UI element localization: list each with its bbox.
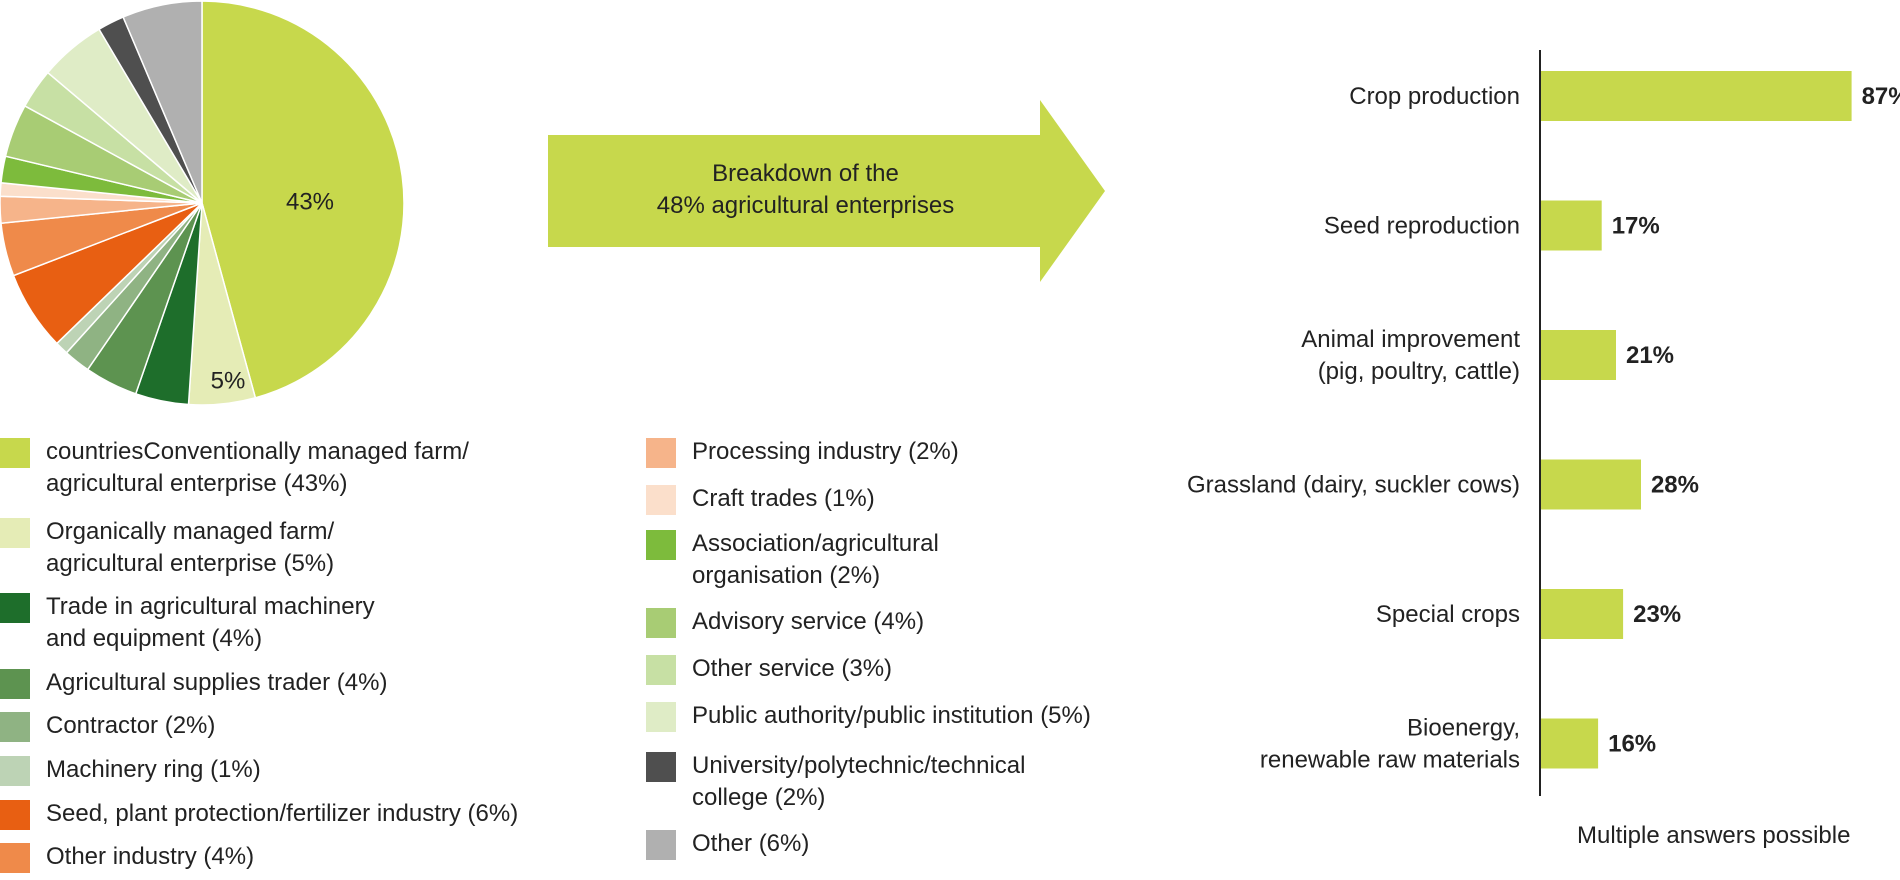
legend-label: Machinery ring (1%) <box>46 756 261 783</box>
bar-category-label: Seed reproduction <box>1324 213 1520 240</box>
bar-category-label: Special crops <box>1376 601 1520 628</box>
bar-data-label: 23% <box>1633 601 1681 628</box>
legend-label: countriesConventionally managed farm/ ag… <box>46 438 469 497</box>
legend-swatch <box>646 752 676 782</box>
legend-item: Trade in agricultural machinery and equi… <box>0 591 375 655</box>
legend-swatch <box>0 800 30 830</box>
pie-data-label: 43% <box>286 188 334 215</box>
legend-label: Seed, plant protection/fertilizer indust… <box>46 800 519 827</box>
bar <box>1541 718 1599 769</box>
legend-label: Advisory service (4%) <box>692 608 925 635</box>
arrow-shape <box>548 100 1105 282</box>
legend-swatch <box>646 485 676 515</box>
legend-label: Public authority/public institution (5%) <box>692 702 1091 729</box>
multiple-answers-note: Multiple answers possible <box>1577 822 1851 849</box>
bar-data-label: 16% <box>1608 731 1656 758</box>
bar <box>1541 330 1616 380</box>
legend-swatch <box>646 438 676 468</box>
legend-swatch <box>0 669 30 699</box>
legend-item: University/polytechnic/technical college… <box>646 750 1025 814</box>
bar-data-label: 17% <box>1612 213 1660 240</box>
legend-item: Craft trades (1%) <box>646 483 875 515</box>
bar-data-label: 28% <box>1651 472 1699 499</box>
legend-label: Processing industry (2%) <box>692 438 959 465</box>
legend-item: Other service (3%) <box>646 653 892 685</box>
bar <box>1541 459 1641 510</box>
legend-label: Other (6%) <box>692 830 810 857</box>
bar-data-label: 87% <box>1862 83 1900 110</box>
legend-label: University/polytechnic/technical college… <box>692 752 1026 811</box>
legend-item: Association/agricultural organisation (2… <box>646 528 939 592</box>
bar-category-label: Bioenergy, renewable raw materials <box>1260 715 1520 774</box>
legend-swatch <box>646 530 676 560</box>
legend-label: Contractor (2%) <box>46 712 216 739</box>
legend-label: Other industry (4%) <box>46 843 255 870</box>
legend-swatch <box>0 518 30 548</box>
bar <box>1541 589 1624 639</box>
legend-swatch <box>646 655 676 685</box>
bar <box>1541 71 1852 121</box>
legend-column-2: Processing industry (2%) Craft trades (1%… <box>646 436 1166 880</box>
legend-swatch <box>646 702 676 732</box>
legend-label: Other service (3%) <box>692 655 893 682</box>
legend-label: Craft trades (1%) <box>692 485 875 512</box>
pie-slice <box>122 0 203 204</box>
legend-item: Advisory service (4%) <box>646 606 924 638</box>
legend-item: Other industry (4%) <box>0 841 254 873</box>
legend-column-1: countriesConventionally managed farm/ ag… <box>0 436 640 880</box>
bar-category-label: Grassland (dairy, suckler cows) <box>1187 472 1520 499</box>
pie-chart: 43% 5% <box>0 0 405 406</box>
legend-item: Seed, plant protection/fertilizer indust… <box>0 798 518 830</box>
bar-category-label: Animal improvement (pig, poultry, cattle) <box>1301 326 1520 385</box>
bar-data-label: 21% <box>1626 342 1674 369</box>
bar <box>1541 200 1602 251</box>
legend-item: Contractor (2%) <box>0 710 215 742</box>
legend-swatch <box>0 438 30 468</box>
legend-swatch <box>646 830 676 860</box>
pie-data-label: 5% <box>211 367 246 394</box>
breakdown-arrow <box>548 100 1105 282</box>
pie-slice <box>201 0 405 399</box>
legend-swatch <box>0 843 30 873</box>
legend-swatch <box>0 756 30 786</box>
legend-swatch <box>0 593 30 623</box>
legend-label: Association/agricultural organisation (2… <box>692 530 939 589</box>
legend-item: countriesConventionally managed farm/ ag… <box>0 436 469 500</box>
legend-label: Trade in agricultural machinery and equi… <box>46 593 375 652</box>
legend-item: Public authority/public institution (5%) <box>646 700 1091 732</box>
legend-item: Agricultural supplies trader (4%) <box>0 667 387 699</box>
arrow-label: Breakdown of the 48% agricultural enterp… <box>656 160 955 219</box>
legend-item: Organically managed farm/ agricultural e… <box>0 516 334 580</box>
legend-item: Other (6%) <box>646 828 809 860</box>
legend-label: Agricultural supplies trader (4%) <box>46 669 388 696</box>
legend-item: Processing industry (2%) <box>646 436 959 468</box>
legend-item: Machinery ring (1%) <box>0 754 261 786</box>
legend-label: Organically managed farm/ agricultural e… <box>46 518 335 577</box>
bar-category-label: Crop production <box>1349 83 1520 110</box>
legend-swatch <box>0 712 30 742</box>
legend-swatch <box>646 608 676 638</box>
